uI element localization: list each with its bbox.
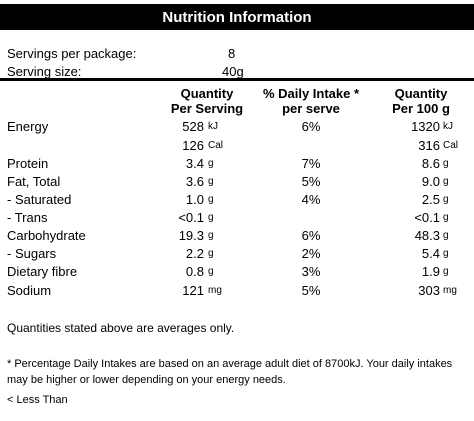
- table-row: Protein 3.4 g 7% 8.6 g: [0, 155, 474, 172]
- per-100g-unit: g: [443, 212, 449, 223]
- header-daily-intake-line2: per serve: [282, 101, 340, 116]
- header-per-serving-line1: Quantity: [180, 86, 234, 101]
- per-serving-unit: g: [208, 158, 214, 169]
- per-serving-value: 528: [182, 119, 204, 134]
- daily-intake-value: 2%: [301, 246, 321, 261]
- per-serving-value: 3.4: [185, 156, 204, 171]
- table-row: Carbohydrate 19.3 g 6% 48.3 g: [0, 227, 474, 244]
- per-serving-unit: g: [208, 176, 214, 187]
- header-per-100g-line2: Per 100 g: [392, 101, 450, 116]
- per-100g-unit: g: [443, 194, 449, 205]
- panel-title-text: Nutrition Information: [162, 8, 312, 26]
- daily-intake-value: 3%: [301, 264, 321, 279]
- per-serving-value: 121: [182, 283, 204, 298]
- per-serving-unit: g: [208, 266, 214, 277]
- per-100g-value: 48.3: [414, 228, 440, 243]
- table-row: Dietary fibre 0.8 g 3% 1.9 g: [0, 263, 474, 280]
- per-100g-unit: g: [443, 266, 449, 277]
- header-per-serving: Quantity Per Serving: [162, 86, 252, 116]
- table-row: - Trans <0.1 g <0.1 g: [0, 209, 474, 226]
- per-serving-unit: g: [208, 248, 214, 259]
- panel-title: Nutrition Information: [0, 4, 474, 30]
- per-serving-value: 126: [182, 138, 204, 153]
- table-row: Sodium 121 mg 5% 303 mg: [0, 282, 474, 299]
- nutrient-label: Dietary fibre: [7, 264, 78, 279]
- table-row: Fat, Total 3.6 g 5% 9.0 g: [0, 173, 474, 190]
- nutrient-label: Carbohydrate: [7, 228, 86, 243]
- less-than-note: < Less Than: [7, 394, 68, 406]
- nutrient-label: - Sugars: [7, 246, 57, 261]
- nutrient-label: Fat, Total: [7, 174, 61, 189]
- averages-note: Quantities stated above are averages onl…: [7, 321, 235, 335]
- daily-intake-value: 7%: [301, 156, 321, 171]
- serving-size-value: 40g: [222, 64, 244, 79]
- per-100g-unit: Cal: [443, 140, 459, 151]
- per-serving-unit: g: [208, 194, 214, 205]
- daily-intake-footnote: * Percentage Daily Intakes are based on …: [7, 358, 453, 386]
- header-per-100g: Quantity Per 100 g: [376, 86, 466, 116]
- daily-intake-value: 6%: [301, 228, 321, 243]
- nutrient-label: Sodium: [7, 283, 52, 298]
- per-100g-value: 9.0: [421, 174, 440, 189]
- nutrient-label: - Trans: [7, 210, 48, 225]
- per-100g-unit: g: [443, 176, 449, 187]
- per-serving-value: 2.2: [185, 246, 204, 261]
- daily-intake-value: 5%: [301, 283, 321, 298]
- per-100g-value: 2.5: [421, 192, 440, 207]
- nutrient-label: Energy: [7, 119, 49, 134]
- per-100g-value: 1320: [411, 119, 440, 134]
- header-per-100g-line1: Quantity: [394, 86, 448, 101]
- table-row: Energy 528 kJ 6% 1320 kJ: [0, 118, 474, 135]
- header-per-serving-line2: Per Serving: [170, 101, 244, 116]
- servings-label: Servings per package:: [7, 46, 137, 61]
- servings-value: 8: [228, 46, 236, 61]
- daily-intake-value: 6%: [301, 119, 321, 134]
- per-serving-unit: Cal: [208, 140, 224, 151]
- header-daily-intake-line1: % Daily Intake *: [262, 86, 360, 101]
- per-serving-unit: g: [208, 230, 214, 241]
- per-100g-value: 8.6: [421, 156, 440, 171]
- header-divider: [0, 78, 474, 81]
- per-100g-value: 316: [418, 138, 440, 153]
- serving-size-label: Serving size:: [7, 64, 82, 79]
- per-100g-unit: kJ: [443, 121, 453, 132]
- daily-intake-value: 5%: [301, 174, 321, 189]
- per-100g-value: 1.9: [421, 264, 440, 279]
- header-daily-intake: % Daily Intake * per serve: [256, 86, 366, 116]
- per-100g-value: 5.4: [421, 246, 440, 261]
- per-serving-value: 1.0: [185, 192, 204, 207]
- nutrient-label: - Saturated: [7, 192, 72, 207]
- table-row: 126 Cal 316 Cal: [0, 137, 474, 154]
- per-100g-unit: mg: [443, 285, 457, 296]
- per-serving-unit: g: [208, 212, 214, 223]
- table-row: - Sugars 2.2 g 2% 5.4 g: [0, 245, 474, 262]
- per-serving-unit: kJ: [208, 121, 218, 132]
- per-100g-unit: g: [443, 158, 449, 169]
- per-serving-value: 19.3: [178, 228, 204, 243]
- per-100g-value: 303: [418, 283, 440, 298]
- per-serving-value: <0.1: [178, 210, 204, 225]
- per-100g-unit: g: [443, 230, 449, 241]
- table-row: - Saturated 1.0 g 4% 2.5 g: [0, 191, 474, 208]
- per-100g-unit: g: [443, 248, 449, 259]
- per-100g-value: <0.1: [414, 210, 440, 225]
- per-serving-value: 0.8: [185, 264, 204, 279]
- per-serving-value: 3.6: [185, 174, 204, 189]
- daily-intake-value: 4%: [301, 192, 321, 207]
- per-serving-unit: mg: [208, 285, 222, 296]
- nutrient-label: Protein: [7, 156, 49, 171]
